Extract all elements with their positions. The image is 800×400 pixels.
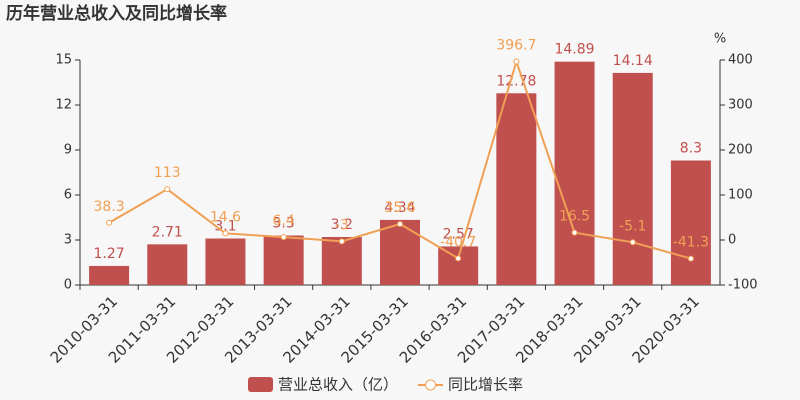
y2-tick-label: 0 — [728, 233, 736, 248]
bar — [438, 246, 479, 285]
line-point — [338, 238, 345, 245]
line-point — [513, 58, 520, 65]
line-point — [687, 255, 694, 262]
legend-label: 营业总收入（亿） — [278, 376, 398, 394]
bar — [380, 219, 420, 285]
bar-value-label: 3.1 — [214, 219, 236, 235]
bar-value-label: 8.3 — [680, 141, 702, 157]
line-point — [106, 219, 113, 226]
y-tick-label: 15 — [55, 53, 72, 68]
bar — [554, 61, 595, 286]
y2-tick-label: 400 — [728, 53, 753, 68]
line-value-label: 6.4 — [273, 213, 295, 229]
line-point — [571, 229, 578, 236]
bar — [321, 237, 362, 285]
bar-value-label: 3.2 — [331, 217, 353, 233]
line-value-label: -5.1 — [619, 218, 646, 234]
y-tick-label: 6 — [64, 188, 72, 203]
line-point — [629, 239, 636, 246]
bar-value-label: 14.14 — [613, 53, 653, 69]
y2-tick-label: -100 — [728, 278, 758, 293]
bar — [612, 72, 653, 286]
bar — [89, 265, 130, 285]
legend-swatch — [248, 377, 273, 392]
y2-axis-label: % — [714, 32, 726, 47]
line-value-label: -41.3 — [673, 235, 709, 251]
chart-title: 历年营业总收入及同比增长率 — [6, 3, 227, 24]
line-value-label: 396.7 — [496, 37, 536, 53]
bar-value-label: 3.3 — [273, 216, 295, 232]
line-value-label: 38.3 — [94, 199, 125, 215]
line-value-label: -3 — [335, 217, 349, 233]
line-value-label: -40.7 — [440, 234, 476, 250]
bar-value-label: 14.89 — [554, 42, 594, 58]
bar — [147, 244, 188, 285]
line-value-label: 14.6 — [210, 209, 241, 225]
y-tick-label: 9 — [64, 143, 72, 158]
line-value-label: 16.5 — [559, 209, 590, 225]
line-value-label: 35.6 — [384, 200, 415, 216]
bar — [670, 160, 711, 285]
line-point — [455, 255, 462, 262]
bar — [205, 238, 246, 285]
y2-tick-label: 300 — [728, 98, 753, 113]
line-point — [222, 230, 229, 237]
bar — [496, 93, 537, 285]
line-point — [280, 234, 287, 241]
legend-label: 同比增长率 — [448, 376, 523, 394]
y-tick-label: 12 — [55, 98, 72, 113]
bar-value-label: 2.71 — [152, 224, 183, 240]
y-tick-label: 3 — [64, 233, 72, 248]
bar-value-label: 12.78 — [496, 73, 536, 89]
y-tick-label: 0 — [64, 278, 72, 293]
bar — [263, 235, 304, 285]
bar-value-label: 4.34 — [384, 200, 415, 216]
line-value-label: 113 — [154, 165, 181, 181]
bar-value-label: 1.27 — [94, 246, 125, 262]
legend-swatch — [425, 379, 437, 391]
line-point — [164, 186, 171, 193]
line-point — [397, 220, 403, 227]
y2-tick-label: 200 — [728, 143, 753, 158]
y2-tick-label: 100 — [728, 188, 753, 203]
